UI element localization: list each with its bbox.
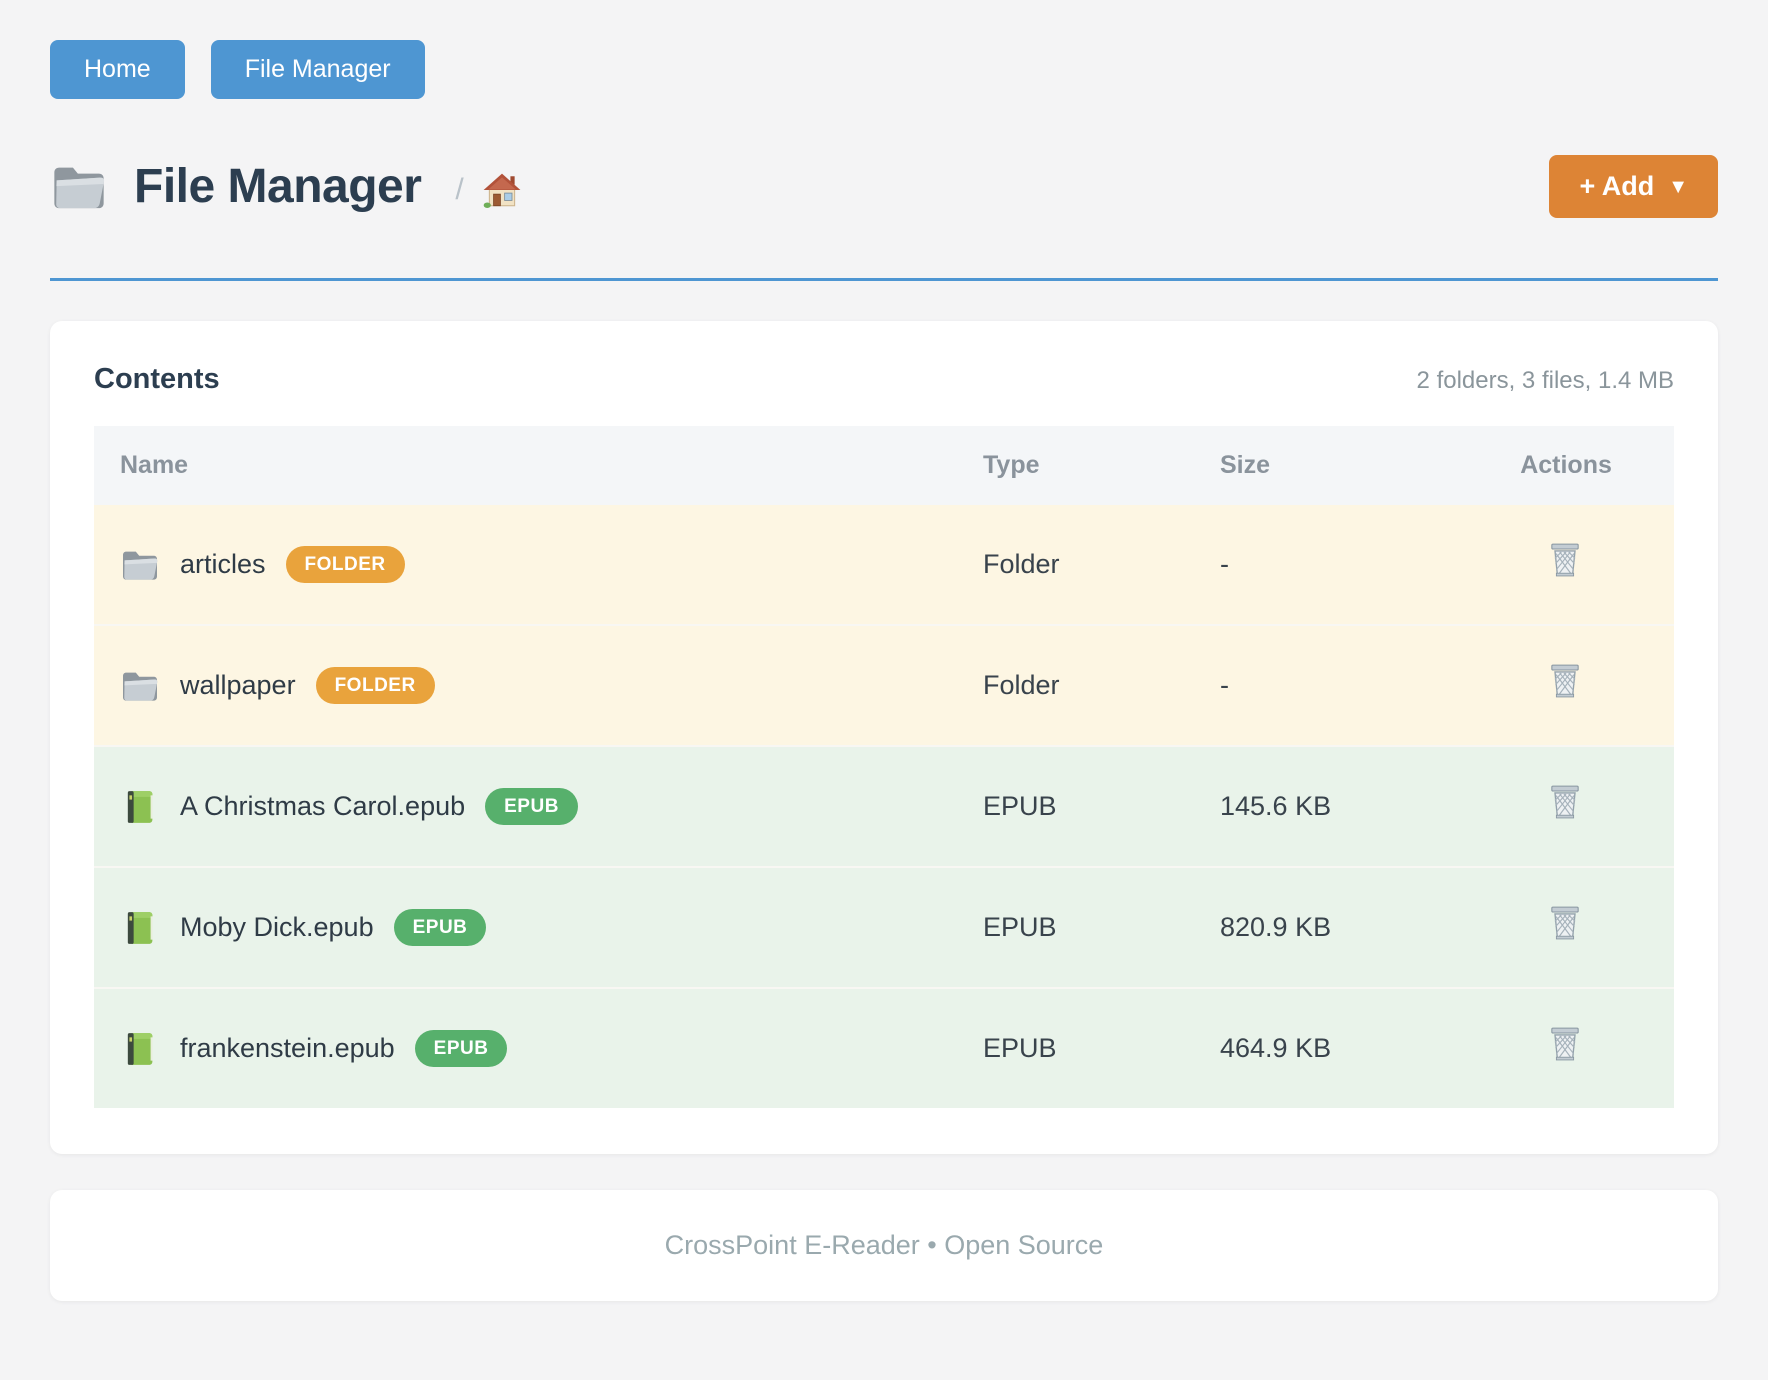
table-row[interactable]: articles FOLDER Folder - (94, 505, 1674, 625)
type-badge: EPUB (414, 1030, 508, 1067)
column-header-size: Size (1200, 426, 1501, 505)
contents-card: Contents 2 folders, 3 files, 1.4 MB Name… (50, 321, 1718, 1154)
file-name[interactable]: articles (180, 549, 266, 579)
delete-button[interactable] (1546, 1025, 1584, 1068)
size-cell: 820.9 KB (1200, 866, 1501, 988)
table-row[interactable]: frankenstein.epub EPUB EPUB 464.9 KB (94, 987, 1674, 1108)
size-cell: - (1200, 624, 1501, 746)
contents-table-body: articles FOLDER Folder - (94, 505, 1674, 1108)
trash-icon (1546, 904, 1584, 944)
trash-icon (1546, 541, 1584, 581)
column-header-type: Type (963, 426, 1200, 505)
type-badge: FOLDER (285, 546, 405, 583)
file-name[interactable]: A Christmas Carol.epub (180, 791, 466, 821)
add-button-label: + Add (1579, 171, 1655, 201)
size-cell: 464.9 KB (1200, 987, 1501, 1108)
type-cell: EPUB (963, 745, 1200, 867)
add-button[interactable]: + Add ▼ (1549, 155, 1718, 218)
file-name[interactable]: Moby Dick.epub (180, 912, 374, 942)
title-wrap: File Manager / (50, 159, 522, 214)
chevron-down-icon: ▼ (1668, 175, 1688, 198)
trash-icon (1546, 1025, 1584, 1065)
table-row[interactable]: A Christmas Carol.epub EPUB EPUB 145.6 K… (94, 745, 1674, 867)
contents-title: Contents (94, 363, 220, 395)
type-cell: Folder (963, 624, 1200, 746)
green-book-icon (120, 1031, 160, 1067)
table-row[interactable]: Moby Dick.epub EPUB EPUB 820.9 KB (94, 866, 1674, 988)
column-header-actions: Actions (1500, 426, 1674, 505)
size-cell: 145.6 KB (1200, 745, 1501, 867)
file-manager-page: Home File Manager File Manager / + Add ▼ (50, 40, 1718, 1301)
file-name[interactable]: frankenstein.epub (180, 1033, 395, 1063)
footer-text: CrossPoint E-Reader • Open Source (664, 1230, 1104, 1260)
delete-button[interactable] (1546, 904, 1584, 947)
files-table: Name Type Size Actions articles FOLDER F… (94, 426, 1674, 1108)
breadcrumb-separator: / (455, 172, 464, 206)
size-cell: - (1220, 549, 1229, 579)
trash-icon (1546, 783, 1584, 823)
table-row[interactable]: wallpaper FOLDER Folder - (94, 624, 1674, 746)
type-badge: EPUB (393, 909, 487, 946)
folder-icon (50, 162, 108, 212)
contents-card-header: Contents 2 folders, 3 files, 1.4 MB (94, 363, 1674, 396)
trash-icon (1546, 662, 1584, 702)
type-badge: EPUB (485, 788, 578, 825)
page-header: File Manager / + Add ▼ (50, 155, 1718, 218)
column-header-name: Name (94, 426, 963, 505)
folder-icon (120, 547, 160, 583)
type-cell: Folder (983, 549, 1060, 579)
file-name[interactable]: wallpaper (180, 670, 296, 700)
header-divider (50, 278, 1718, 281)
house-icon[interactable] (482, 172, 522, 210)
top-navigation: Home File Manager (50, 40, 1718, 99)
footer-card: CrossPoint E-Reader • Open Source (50, 1190, 1718, 1301)
page-title: File Manager (134, 160, 422, 213)
folder-icon (120, 668, 160, 704)
type-cell: EPUB (963, 987, 1200, 1108)
nav-home-button[interactable]: Home (50, 40, 185, 99)
type-cell: EPUB (963, 866, 1200, 988)
delete-button[interactable] (1546, 662, 1584, 705)
delete-button[interactable] (1546, 783, 1584, 826)
green-book-icon (120, 910, 160, 946)
delete-button[interactable] (1546, 541, 1584, 584)
nav-file-manager-button[interactable]: File Manager (210, 40, 425, 99)
green-book-icon (120, 789, 160, 825)
type-badge: FOLDER (315, 667, 435, 704)
contents-summary: 2 folders, 3 files, 1.4 MB (1416, 367, 1674, 394)
table-header-row: Name Type Size Actions (94, 426, 1674, 505)
